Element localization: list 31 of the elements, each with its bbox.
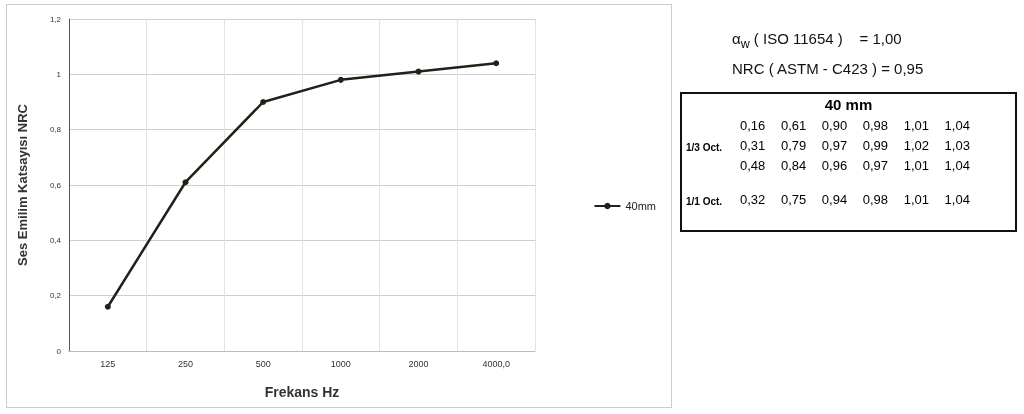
y-tick-label: 0,2 (49, 291, 62, 301)
x-tick-label: 2000 (408, 358, 429, 369)
y-axis-title: Ses Emilim Katsayısı NRC (15, 103, 30, 266)
text: 0,31 0,79 0,97 0,99 1,02 1,03 (740, 138, 970, 153)
text: 1/3 Oct. (686, 142, 723, 153)
x-tick-label: 4000,0 (482, 358, 510, 369)
y-tick-label: 1 (56, 69, 62, 79)
point (337, 76, 344, 83)
y-tick-label: 0,8 (49, 125, 62, 135)
text: 0,48 0,84 0,96 0,97 1,01 1,04 (740, 158, 970, 173)
text: 1/1 Oct. (686, 196, 723, 207)
y-tick-label: 0,6 (49, 180, 62, 190)
point (182, 179, 189, 186)
text: 0,32 0,75 0,94 0,98 1,01 1,04 (740, 192, 970, 207)
text: 0,16 0,61 0,90 0,98 1,01 1,04 (740, 118, 970, 133)
text: 40 mm (823, 96, 874, 113)
y-tick-label: 0,4 (49, 235, 62, 245)
x-tick-label: 125 (100, 358, 116, 369)
x-tick-label: 500 (255, 358, 271, 369)
x-tick-label: 250 (177, 358, 194, 369)
point (104, 303, 111, 310)
point (415, 68, 422, 75)
y-tick-label: 1,2 (49, 14, 62, 24)
text: NRC ( ASTM - C423 ) = 0,95 (732, 60, 924, 77)
legend-label: 40mm (625, 200, 656, 212)
point (260, 99, 267, 105)
point (493, 60, 500, 67)
text: α$_{w}$ ( ISO 11654 ) = 1,00 (732, 30, 902, 51)
x-tick-label: 1000 (330, 358, 351, 369)
y-tick-label: 0 (56, 346, 62, 356)
x-axis-title: Frekans Hz (264, 384, 340, 400)
